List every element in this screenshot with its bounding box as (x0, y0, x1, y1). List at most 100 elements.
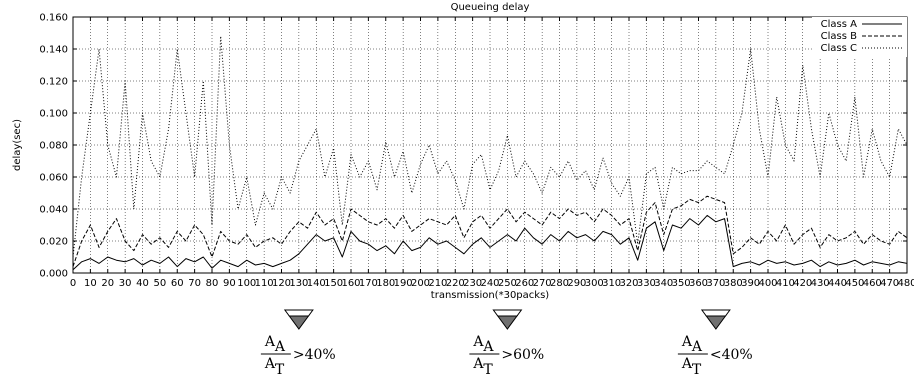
x-tick-label: 360 (689, 278, 708, 289)
x-tick-label: 240 (480, 278, 499, 289)
x-tick-label: 300 (585, 278, 604, 289)
y-axis-label: delay(sec) (12, 119, 23, 171)
x-tick-label: 160 (341, 278, 360, 289)
annotation-marker-top (283, 309, 314, 317)
annotation-numerator: A (681, 334, 693, 350)
x-tick-label: 340 (654, 278, 673, 289)
x-tick-label: 250 (498, 278, 517, 289)
legend-label-class-b: Class B (821, 31, 857, 42)
x-tick-label: 400 (758, 278, 777, 289)
x-tick-label: 210 (428, 278, 447, 289)
legend-label-class-a: Class A (821, 19, 857, 30)
x-tick-label: 140 (307, 278, 326, 289)
annotation-denominator-sub: T (483, 362, 493, 377)
y-tick-label: 0.080 (39, 141, 68, 152)
annotation-2: A AA T >60% (469, 309, 544, 377)
x-tick-label: 70 (188, 278, 201, 289)
annotation-marker-bottom (496, 315, 518, 330)
y-tick-label: 0.100 (39, 109, 68, 120)
x-tick-label: 260 (515, 278, 534, 289)
x-tick-label: 370 (706, 278, 725, 289)
grid (73, 17, 907, 273)
annotation-numerator-sub: A (482, 339, 494, 355)
x-tick-label: 150 (324, 278, 343, 289)
ticks: 0.000 0.020 0.040 0.060 0.080 0.100 0.120 0.140… (39, 13, 914, 290)
annotation-1: A AA T >40% (260, 309, 336, 377)
x-tick-label: 50 (154, 278, 167, 289)
x-tick-label: 420 (793, 278, 812, 289)
x-tick-label: 80 (206, 278, 219, 289)
x-tick-label: 330 (637, 278, 656, 289)
x-tick-label: 0 (70, 278, 76, 289)
y-tick-label: 0.040 (39, 205, 68, 216)
x-tick-label: 10 (84, 278, 97, 289)
annotation-numerator-sub: A (691, 339, 703, 355)
x-tick-label: 180 (376, 278, 395, 289)
x-tick-label: 430 (811, 278, 830, 289)
x-tick-label: 410 (776, 278, 795, 289)
x-tick-label: 60 (171, 278, 184, 289)
annotation-marker-top (700, 309, 731, 317)
x-tick-label: 270 (533, 278, 552, 289)
x-axis-label: transmission(*30packs) (431, 290, 549, 301)
annotation-numerator: A (264, 334, 276, 350)
x-tick-label: 440 (828, 278, 847, 289)
annotation-fraction: A AA T >40% (260, 334, 336, 377)
annotation-percent: <40% (710, 347, 753, 363)
annotation-fraction: A AA T >60% (469, 334, 544, 377)
x-tick-label: 100 (237, 278, 256, 289)
annotation-fraction: A AA T <40% (677, 334, 753, 377)
x-tick-label: 280 (550, 278, 569, 289)
annotation-percent: >60% (501, 347, 544, 363)
x-tick-label: 380 (724, 278, 743, 289)
x-tick-label: 120 (272, 278, 291, 289)
series-line-class-a (72, 214, 908, 271)
x-tick-label: 190 (394, 278, 413, 289)
x-tick-label: 20 (101, 278, 114, 289)
annotation-3: A AA T <40% (677, 309, 753, 377)
x-tick-label: 290 (567, 278, 586, 289)
x-tick-label: 170 (359, 278, 378, 289)
y-tick-label: 0.120 (39, 77, 68, 88)
annotation-marker-bottom (288, 315, 310, 330)
x-tick-label: 200 (411, 278, 430, 289)
annotation-numerator: A (472, 334, 484, 350)
x-tick-label: 30 (119, 278, 132, 289)
annotation-denominator-sub: T (275, 362, 285, 377)
annotation-denominator-sub: T (692, 362, 702, 377)
x-tick-label: 390 (741, 278, 760, 289)
x-tick-label: 90 (223, 278, 236, 289)
legend: Class A Class B Class C (812, 17, 907, 57)
x-tick-label: 480 (897, 278, 914, 289)
y-tick-label: 0.020 (39, 237, 68, 248)
annotation-denominator: A (681, 356, 693, 372)
x-tick-label: 310 (602, 278, 621, 289)
series-group (72, 35, 908, 271)
x-tick-label: 220 (446, 278, 465, 289)
annotation-numerator-sub: A (274, 339, 286, 355)
x-tick-label: 130 (289, 278, 308, 289)
annotation-denominator: A (472, 356, 484, 372)
y-tick-label: 0.140 (39, 45, 68, 56)
x-tick-label: 320 (619, 278, 638, 289)
annotation-marker-bottom (705, 315, 727, 330)
annotation-percent: >40% (293, 347, 336, 363)
x-tick-label: 460 (863, 278, 882, 289)
y-tick-label: 0.060 (39, 173, 68, 184)
chart-title: Queueing delay (451, 2, 530, 13)
x-tick-label: 470 (880, 278, 899, 289)
y-tick-label: 0.160 (39, 13, 68, 24)
x-tick-label: 110 (255, 278, 274, 289)
series-line-class-b (72, 195, 908, 267)
x-tick-label: 450 (845, 278, 864, 289)
legend-label-class-c: Class C (821, 43, 857, 54)
annotation-marker-top (492, 309, 523, 317)
x-tick-label: 230 (463, 278, 482, 289)
series-line-class-c (72, 35, 908, 258)
y-tick-label: 0.000 (39, 269, 68, 280)
x-tick-label: 350 (672, 278, 691, 289)
x-tick-label: 40 (136, 278, 149, 289)
annotations: A AA T>40%A AA T>60%A AA T<40% (260, 309, 753, 377)
